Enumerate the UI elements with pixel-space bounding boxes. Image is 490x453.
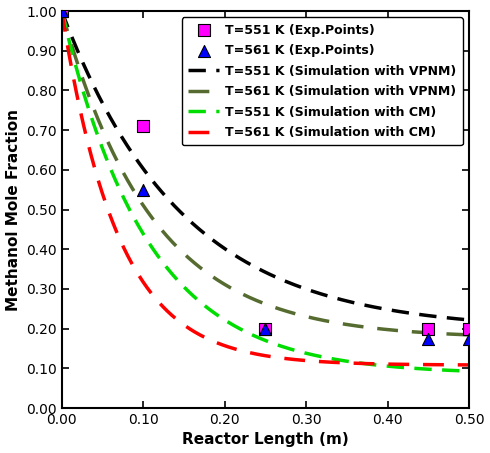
X-axis label: Reactor Length (m): Reactor Length (m) — [182, 433, 349, 448]
Legend: T=551 K (Exp.Points), T=561 K (Exp.Points), T=551 K (Simulation with VPNM), T=56: T=551 K (Exp.Points), T=561 K (Exp.Point… — [182, 17, 463, 145]
Point — [424, 325, 432, 332]
Point — [139, 123, 147, 130]
Point — [58, 7, 66, 14]
Point — [262, 325, 270, 332]
Point — [465, 325, 473, 332]
Point — [465, 335, 473, 342]
Y-axis label: Methanol Mole Fraction: Methanol Mole Fraction — [5, 109, 21, 311]
Point — [139, 186, 147, 193]
Point — [424, 335, 432, 342]
Point — [58, 7, 66, 14]
Point — [262, 325, 270, 332]
